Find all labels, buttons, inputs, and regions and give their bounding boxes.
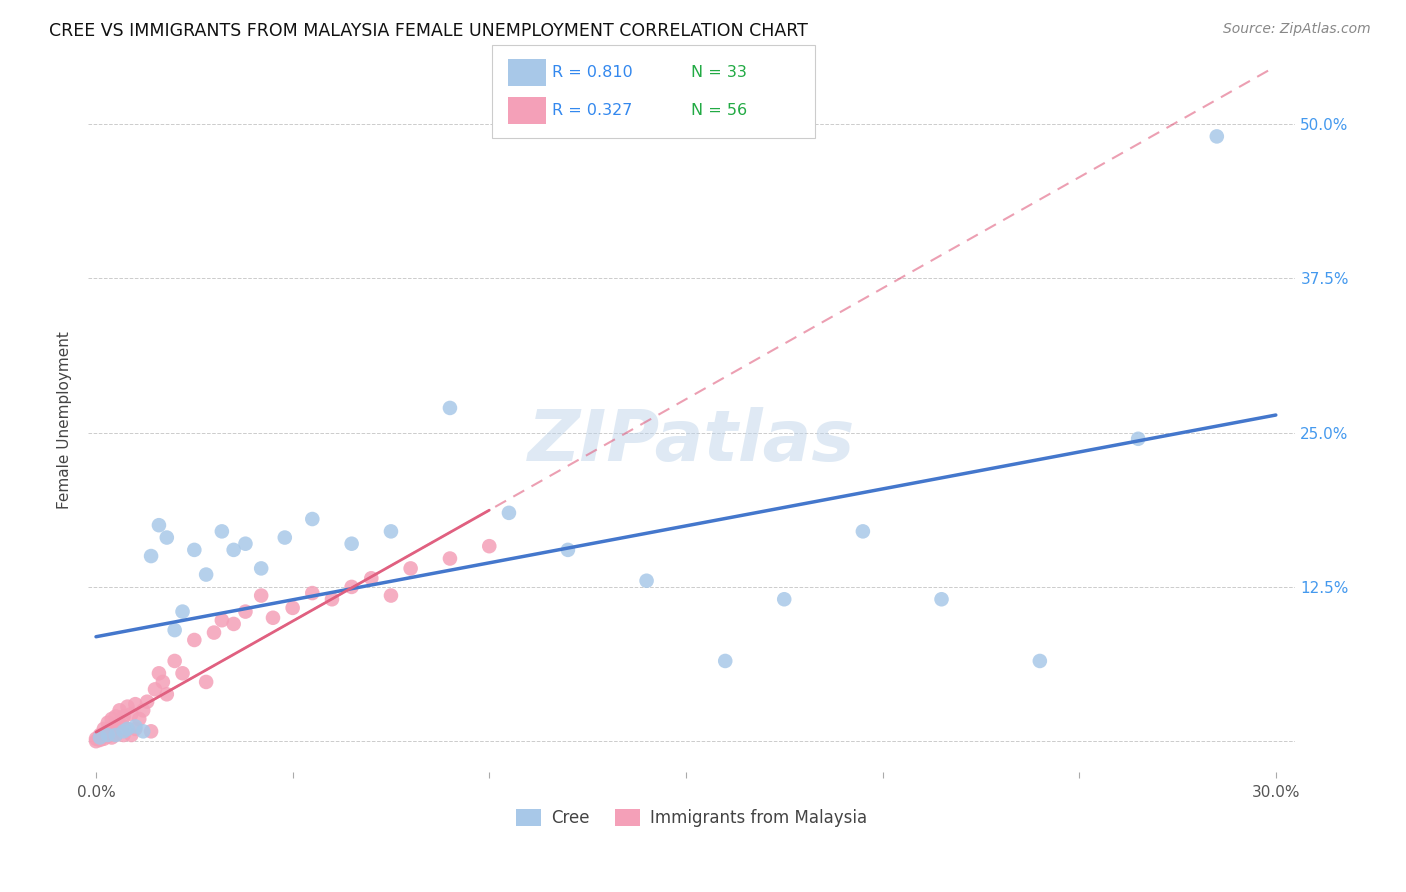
Text: CREE VS IMMIGRANTS FROM MALAYSIA FEMALE UNEMPLOYMENT CORRELATION CHART: CREE VS IMMIGRANTS FROM MALAYSIA FEMALE … (49, 22, 808, 40)
Point (222, 616, 245, 631)
Point (852, 524, 875, 539)
Point (84, 734, 107, 748)
Point (93, 731, 115, 746)
Point (112, 709, 135, 723)
Point (108, 703, 131, 717)
Point (84, 731, 107, 746)
Point (250, 561, 273, 575)
Point (89, 728, 111, 742)
Point (281, 600, 304, 615)
Point (112, 728, 135, 742)
Point (124, 719, 146, 733)
Point (636, 574, 658, 588)
Point (773, 592, 796, 607)
Point (120, 728, 142, 742)
Point (104, 709, 127, 723)
Point (100, 731, 122, 745)
Point (399, 561, 422, 575)
Point (108, 715, 131, 730)
Point (321, 592, 343, 607)
Point (104, 728, 127, 742)
Point (222, 542, 245, 557)
Point (148, 666, 170, 681)
Point (439, 551, 461, 566)
Point (128, 712, 150, 726)
Point (112, 719, 135, 733)
Text: R = 0.810: R = 0.810 (551, 65, 633, 80)
Point (262, 611, 284, 625)
Text: R = 0.327: R = 0.327 (551, 103, 633, 118)
Text: Source: ZipAtlas.com: Source: ZipAtlas.com (1223, 22, 1371, 37)
Point (163, 654, 186, 668)
Point (89, 733, 111, 747)
Text: N = 56: N = 56 (690, 103, 747, 118)
Point (439, 401, 461, 415)
Point (172, 666, 194, 681)
Text: ZIPatlas: ZIPatlas (529, 407, 855, 476)
Point (195, 567, 218, 582)
Point (89, 731, 111, 745)
Point (301, 512, 323, 526)
Point (931, 592, 953, 607)
Point (202, 625, 225, 640)
Point (156, 531, 179, 545)
Point (120, 706, 142, 721)
Point (124, 697, 146, 711)
Point (340, 580, 363, 594)
Point (274, 531, 297, 545)
Point (132, 703, 155, 717)
Point (557, 542, 579, 557)
Point (104, 728, 127, 742)
Point (112, 724, 135, 739)
Point (183, 632, 205, 647)
Legend: Cree, Immigrants from Malaysia: Cree, Immigrants from Malaysia (510, 803, 873, 834)
Point (117, 722, 139, 736)
Point (156, 687, 179, 701)
Point (340, 537, 363, 551)
Point (124, 722, 146, 736)
Point (1205, 129, 1227, 144)
Point (152, 675, 174, 690)
Point (148, 518, 170, 533)
Point (235, 605, 257, 619)
Point (250, 589, 273, 603)
Point (235, 537, 257, 551)
Point (301, 586, 323, 600)
Point (163, 623, 186, 637)
Point (117, 722, 139, 736)
Point (93, 727, 115, 741)
Point (136, 695, 159, 709)
Point (195, 675, 218, 690)
Point (498, 506, 520, 520)
Point (380, 589, 402, 603)
Point (139, 549, 162, 563)
Point (143, 682, 166, 697)
Y-axis label: Female Unemployment: Female Unemployment (58, 331, 72, 509)
Point (360, 571, 382, 585)
Text: N = 33: N = 33 (690, 65, 747, 80)
Point (183, 542, 205, 557)
Point (97, 728, 120, 742)
Point (104, 719, 127, 733)
Point (132, 724, 155, 739)
Point (172, 605, 194, 619)
Point (100, 712, 122, 726)
Point (108, 724, 131, 739)
Point (100, 722, 122, 736)
Point (117, 699, 139, 714)
Point (139, 724, 162, 739)
Point (97, 715, 120, 730)
Point (97, 724, 120, 739)
Point (89, 731, 111, 745)
Point (211, 524, 233, 539)
Point (97, 729, 120, 743)
Point (714, 654, 737, 668)
Point (211, 613, 233, 627)
Point (1126, 432, 1149, 446)
Point (1029, 654, 1052, 668)
Point (380, 524, 402, 539)
Point (478, 539, 501, 553)
Point (93, 722, 115, 736)
